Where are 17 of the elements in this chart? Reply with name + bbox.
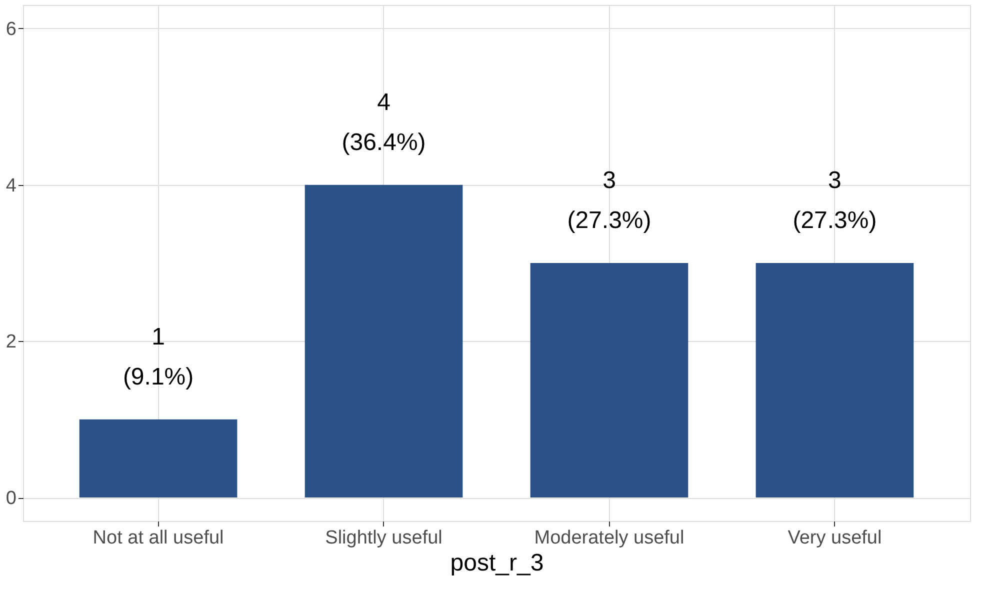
- y-tick-label: 6: [6, 18, 16, 40]
- data-label: 1 (9.1%): [122, 323, 194, 390]
- data-label: 3 (27.3%): [792, 167, 877, 234]
- x-axis-title: post_r_3: [450, 550, 544, 576]
- y-tick-label: 2: [6, 332, 16, 353]
- bar: [79, 419, 238, 498]
- bar: [756, 263, 914, 498]
- y-tick-label: 0: [6, 488, 16, 510]
- data-label: 4 (36.4%): [342, 88, 426, 156]
- x-tick-label: Slightly useful: [325, 528, 442, 548]
- x-tick-label: Moderately useful: [534, 528, 684, 548]
- data-label: 3 (27.3%): [567, 167, 652, 234]
- bar: [530, 263, 688, 498]
- bar: [304, 184, 463, 498]
- x-tick-label: Not at all useful: [92, 528, 224, 548]
- x-tick-label: Very useful: [788, 528, 882, 548]
- y-tick-label: 4: [6, 175, 17, 196]
